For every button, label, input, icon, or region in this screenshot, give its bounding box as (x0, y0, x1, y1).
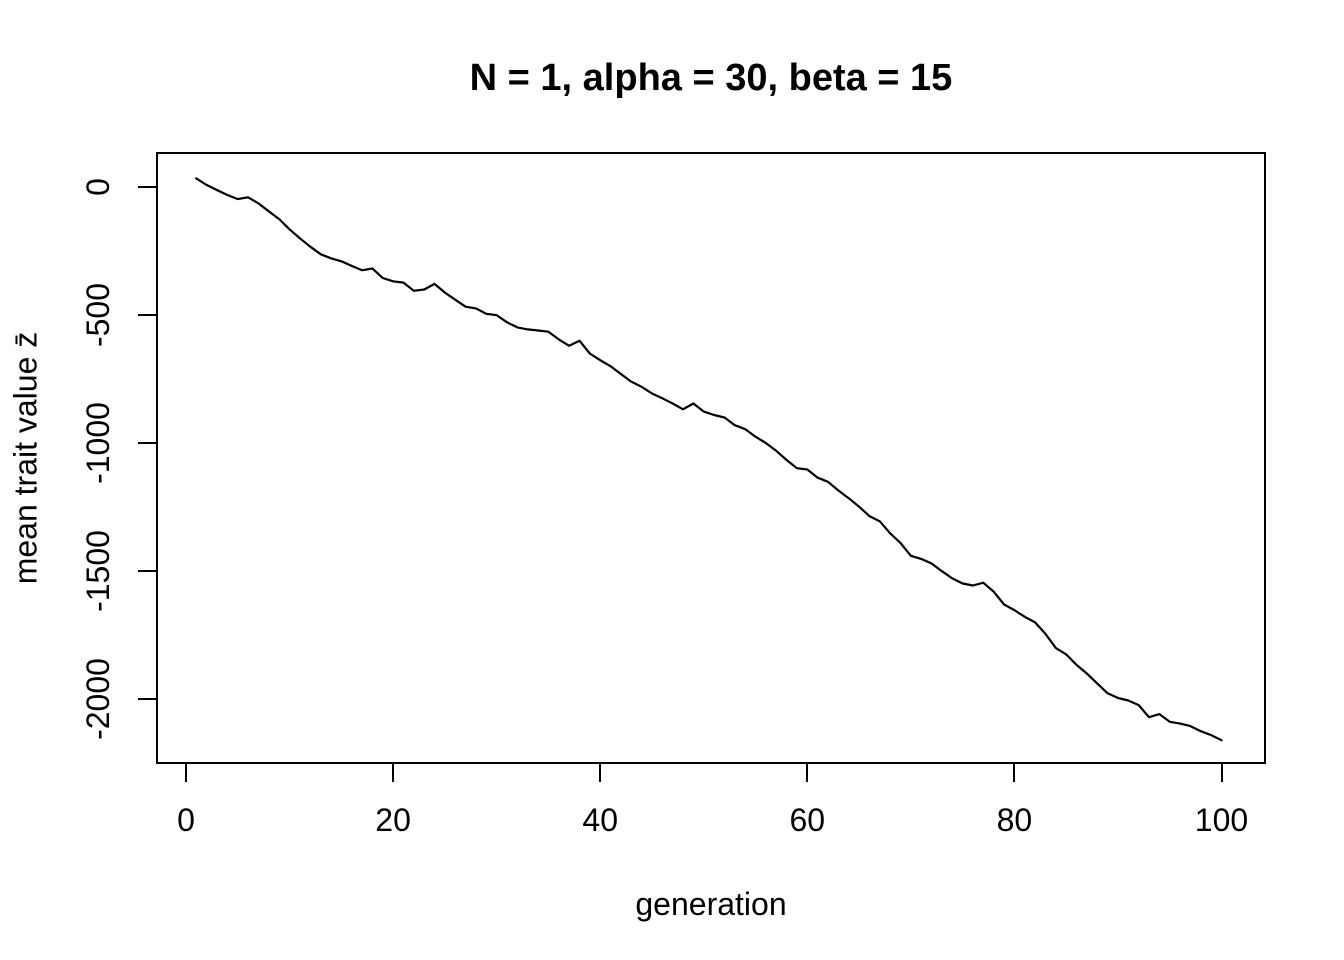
y-axis-tick (138, 570, 157, 573)
y-axis-tick (138, 314, 157, 317)
y-axis-label: mean trait value z̄ (7, 331, 44, 585)
y-axis-tick-label: -1500 (80, 530, 116, 613)
x-axis-tick-label: 20 (375, 802, 411, 838)
x-axis-tick (184, 764, 187, 782)
x-axis-tick (1220, 764, 1223, 782)
y-axis-tick-label: -500 (80, 283, 116, 348)
y-axis-tick (138, 698, 157, 701)
chart-title: N = 1, alpha = 30, beta = 15 (469, 57, 953, 99)
x-axis-tick (599, 764, 602, 782)
x-axis-tick (1013, 764, 1016, 782)
y-axis-tick-label: 0 (80, 178, 116, 196)
y-axis-tick-label: -2000 (80, 658, 116, 741)
y-axis-tick (138, 442, 157, 445)
x-axis-label: generation (635, 886, 787, 922)
x-axis-tick-label: 80 (996, 802, 1033, 838)
x-axis-tick-label: 60 (789, 802, 826, 838)
x-axis-tick (392, 764, 395, 782)
trait-line-chart (195, 177, 1223, 742)
y-axis-tick (138, 186, 157, 189)
plot-box (156, 152, 1266, 764)
x-axis-tick-label: 0 (177, 802, 195, 838)
x-axis-tick-label: 40 (582, 802, 618, 838)
y-axis-tick-label: -1000 (80, 402, 116, 485)
x-axis-tick-label: 100 (1194, 802, 1249, 838)
trait-line-series (195, 177, 1223, 742)
x-axis-tick (806, 764, 809, 782)
